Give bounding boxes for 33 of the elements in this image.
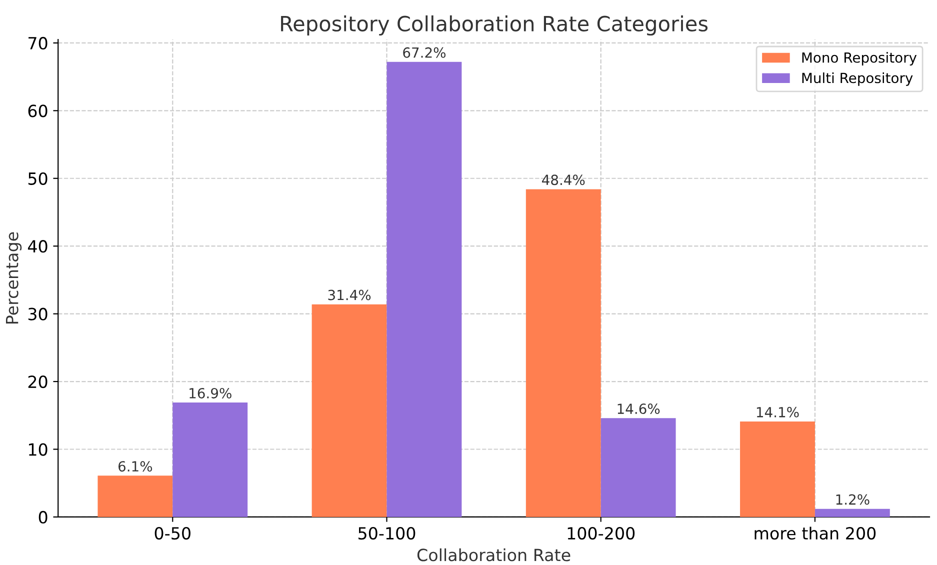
data-label: 31.4% [328, 290, 371, 300]
x-tick-label: more than 200 [754, 526, 876, 540]
y-tick-label: 50 [28, 172, 48, 185]
y-tick-label: 30 [28, 308, 48, 320]
x-tick-label: 100-200 [568, 526, 635, 540]
x-axis-title: Collaboration Rate [417, 548, 570, 562]
data-label: 48.4% [542, 174, 585, 186]
y-tick-label: 0 [38, 510, 48, 524]
data-label: 67.2% [403, 47, 446, 58]
y-tick-label: 20 [28, 376, 48, 388]
bar [386, 62, 462, 517]
data-label: 1.2% [836, 494, 870, 505]
bar [172, 402, 248, 517]
bar [600, 418, 676, 517]
bar [526, 189, 601, 517]
x-tick-label: 0-50 [154, 526, 190, 540]
y-tick-label: 60 [28, 104, 48, 118]
bar [740, 421, 815, 517]
y-tick-label: 40 [28, 240, 48, 253]
bar [312, 304, 387, 517]
y-axis-title: Percentage [6, 232, 22, 324]
data-label: 6.1% [118, 461, 152, 472]
chart-title: Repository Collaboration Rate Categories [281, 15, 708, 36]
legend-label: Mono Repository [802, 52, 917, 66]
bar [98, 476, 173, 517]
legend-label: Multi Repository [802, 72, 913, 86]
data-label: 14.1% [756, 406, 799, 418]
bar [814, 508, 890, 517]
y-tick-label: 10 [28, 443, 48, 456]
data-label: 14.6% [618, 404, 660, 414]
data-label: 16.9% [190, 388, 232, 398]
x-tick-label: 50-100 [358, 526, 416, 540]
y-tick-label: 70 [28, 36, 48, 50]
